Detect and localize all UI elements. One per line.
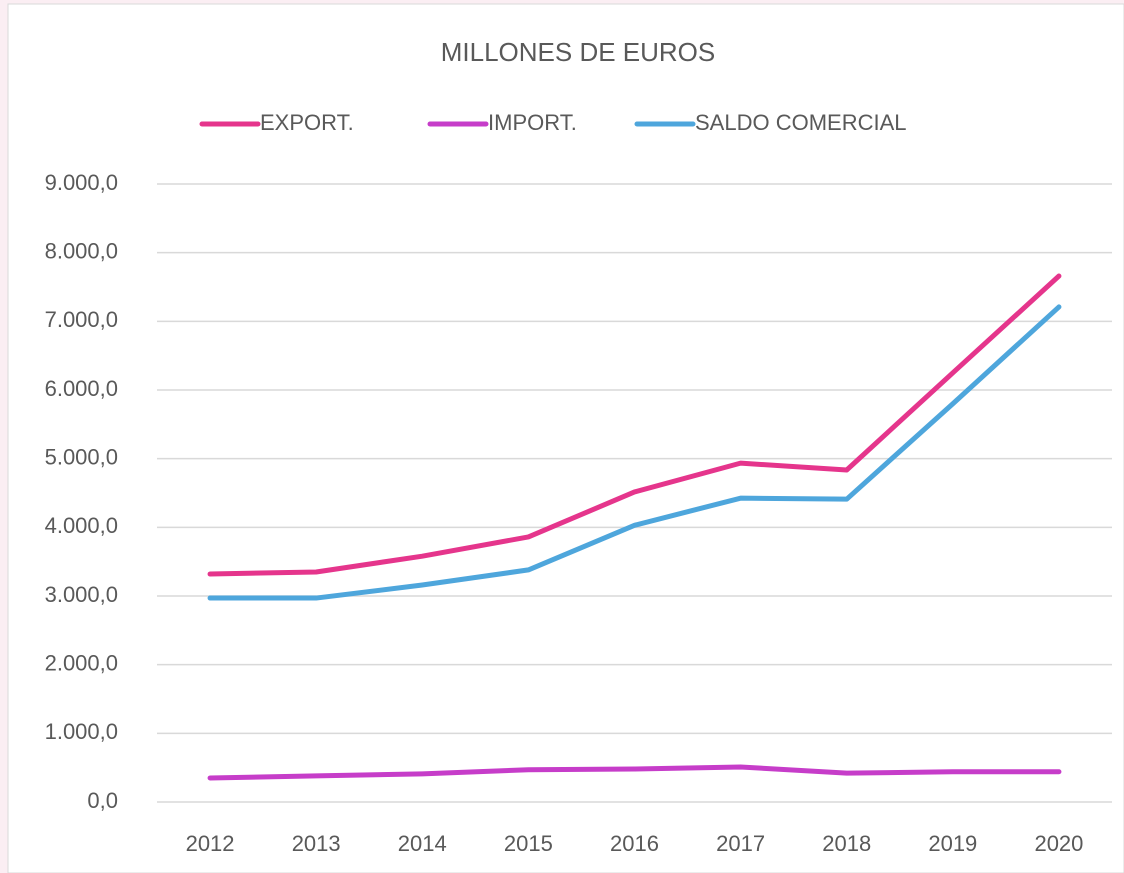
chart-area [7, 3, 1124, 873]
x-tick-label: 2016 [610, 831, 659, 856]
y-tick-label: 7.000,0 [45, 307, 118, 332]
x-tick-label: 2017 [716, 831, 765, 856]
chart-title: MILLONES DE EUROS [441, 37, 716, 67]
y-tick-label: 0,0 [87, 788, 118, 813]
y-tick-label: 1.000,0 [45, 719, 118, 744]
y-tick-label: 9.000,0 [45, 170, 118, 195]
y-tick-label: 5.000,0 [45, 444, 118, 469]
x-tick-label: 2013 [292, 831, 341, 856]
x-tick-label: 2018 [822, 831, 871, 856]
y-tick-label: 3.000,0 [45, 582, 118, 607]
x-tick-label: 2014 [398, 831, 447, 856]
series-line [207, 304, 1062, 601]
legend-label: IMPORT. [488, 110, 577, 135]
x-tick-label: 2012 [186, 831, 235, 856]
series-line [207, 764, 1062, 781]
y-tick-label: 8.000,0 [45, 238, 118, 263]
x-tick-label: 2020 [1034, 831, 1083, 856]
legend-label: SALDO COMERCIAL [695, 110, 907, 135]
y-tick-label: 6.000,0 [45, 376, 118, 401]
x-tick-label: 2019 [928, 831, 977, 856]
y-tick-label: 2.000,0 [45, 650, 118, 675]
legend-label: EXPORT. [260, 110, 354, 135]
x-tick-label: 2015 [504, 831, 553, 856]
series-line [207, 273, 1062, 577]
y-tick-label: 4.000,0 [45, 513, 118, 538]
